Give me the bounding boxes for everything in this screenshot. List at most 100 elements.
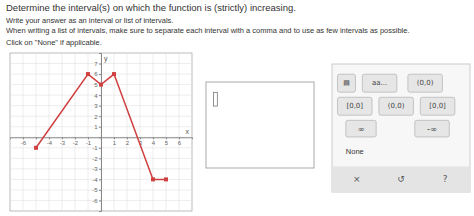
instruction: Write your answer as an interval or list… <box>6 16 173 25</box>
point <box>112 72 116 76</box>
tick: 1 <box>113 137 117 146</box>
tick-mark <box>62 137 63 139</box>
text-line: Write your answer as an interval or list… <box>6 16 173 25</box>
tick-mark <box>99 106 101 107</box>
tick-label: -3 <box>60 140 66 146</box>
tick <box>36 137 37 139</box>
button-box[interactable] <box>415 120 450 137</box>
panel-button[interactable]: (0,0) <box>379 97 414 115</box>
tick-mark <box>99 74 101 75</box>
panel-button[interactable]: [0,0] <box>338 97 373 115</box>
grid-line <box>36 53 37 211</box>
tick-mark <box>88 137 89 139</box>
tick-mark <box>99 95 101 96</box>
tick-mark <box>99 116 101 117</box>
tick-label: 1 <box>113 140 117 146</box>
panel-button[interactable]: [0,0] <box>420 97 455 115</box>
marks <box>34 72 168 181</box>
graph: -6-4-3-2-1123456-6-5-4-3-2-11234567xy <box>10 53 193 212</box>
instruction: Click on "None" if applicable. <box>6 38 102 47</box>
page: Determine the interval(s) on which the f… <box>0 0 474 216</box>
tick-label: 5 <box>94 82 98 88</box>
tick-label: 4 <box>94 93 98 99</box>
y-axis-label: y <box>104 55 108 63</box>
tick: -4 <box>92 177 101 183</box>
tick: -2 <box>92 156 101 162</box>
tick-label: -5 <box>92 187 98 193</box>
button-box[interactable] <box>362 74 397 92</box>
tick: -3 <box>60 137 66 146</box>
tick: -4 <box>47 137 53 146</box>
button-box[interactable] <box>420 97 455 115</box>
button-label[interactable]: [0,0] <box>429 102 446 110</box>
grid-line <box>62 53 63 211</box>
tick-label: -1 <box>92 145 98 151</box>
input-box[interactable] <box>206 82 314 168</box>
button-box[interactable] <box>338 74 356 92</box>
panel-button[interactable]: (0,0) <box>408 74 443 92</box>
button-box[interactable] <box>346 120 376 137</box>
title: Determine the interval(s) on which the f… <box>6 2 296 13</box>
panel-background <box>332 64 470 192</box>
grid <box>10 53 192 211</box>
answer-input[interactable] <box>206 82 314 168</box>
input-cursor <box>214 92 218 106</box>
panel-button[interactable]: -∞ <box>415 120 450 137</box>
tick: -6 <box>92 198 101 204</box>
instruction: When writing a list of intervals, make s… <box>6 26 410 35</box>
grid-line <box>166 53 167 211</box>
tick-mark <box>99 190 101 191</box>
tick-mark <box>99 64 101 65</box>
button-label[interactable]: (0,0) <box>417 79 434 87</box>
footer-button[interactable]: ? <box>443 174 448 184</box>
tick-label: 1 <box>94 124 98 130</box>
x-axis-label: x <box>186 128 190 135</box>
button-box[interactable] <box>379 97 414 115</box>
tick-label: 3 <box>94 103 98 109</box>
button-box[interactable] <box>408 74 443 92</box>
button-label[interactable]: ∞ <box>357 124 364 134</box>
tick-mark <box>75 137 76 139</box>
footer-button[interactable]: ↺ <box>397 174 405 184</box>
y-axis-line <box>99 54 102 212</box>
tick-mark <box>179 137 180 139</box>
panel-button[interactable]: ▤ <box>338 74 356 92</box>
button-label[interactable]: aa... <box>372 79 387 87</box>
grid-line <box>127 53 128 211</box>
panel-button[interactable]: ∞ <box>346 120 376 137</box>
tick-mark <box>99 127 101 128</box>
answer-panel: ▤ aa... (0,0) [0,0] (0,0) [0,0] ∞ -∞ None × ↺? <box>332 64 470 192</box>
button-label[interactable]: ▤ <box>343 79 350 87</box>
point <box>151 177 155 181</box>
tick-label: -1 <box>86 140 92 146</box>
tick-mark <box>99 158 101 159</box>
button-label[interactable]: -∞ <box>427 124 437 134</box>
text-line: Determine the interval(s) on which the f… <box>6 2 296 13</box>
footer-button[interactable]: × <box>353 174 361 184</box>
tick: 4 <box>152 137 156 146</box>
button-box[interactable] <box>338 97 373 115</box>
tick-label: 6 <box>178 140 182 146</box>
tick-label: -6 <box>21 140 27 146</box>
tick: 4 <box>94 93 101 99</box>
tick: 2 <box>126 137 130 146</box>
grid-line <box>140 53 141 211</box>
tick-label: 6 <box>94 71 98 77</box>
function-line <box>36 74 166 179</box>
grid-line <box>88 53 89 211</box>
tick-label: -2 <box>92 156 98 162</box>
tick: -6 <box>21 137 27 146</box>
tick: -5 <box>92 187 101 193</box>
tick-mark <box>153 137 154 139</box>
panel-footer <box>332 166 470 192</box>
button-label[interactable]: (0,0) <box>388 102 405 110</box>
tick-mark <box>23 137 24 139</box>
panel-button[interactable]: aa... <box>362 74 397 92</box>
tick <box>99 137 101 138</box>
tick-mark <box>99 200 101 201</box>
none-option[interactable]: None <box>346 147 364 156</box>
tick-label: -4 <box>47 140 53 146</box>
tick-label: 2 <box>126 140 130 146</box>
button-label[interactable]: [0,0] <box>346 102 363 110</box>
y-axis: -6-5-4-3-2-11234567 <box>92 54 101 212</box>
